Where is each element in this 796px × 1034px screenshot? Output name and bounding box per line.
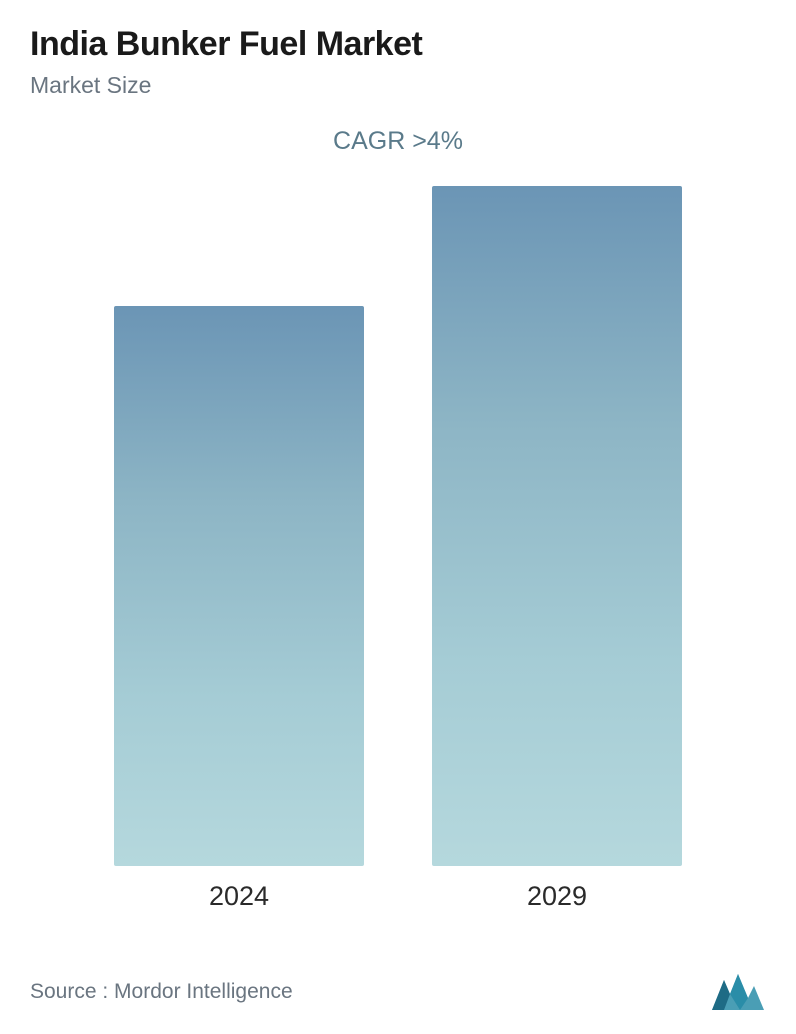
bar-2029 (432, 186, 682, 866)
source-text: Source : Mordor Intelligence (30, 980, 293, 1004)
x-label-2024: 2024 (114, 881, 364, 912)
bar-2024 (114, 306, 364, 866)
chart-subtitle: Market Size (30, 72, 766, 99)
mordor-logo-icon (710, 972, 766, 1012)
footer: Source : Mordor Intelligence (30, 972, 766, 1012)
cagr-label: CAGR >4% (30, 127, 766, 156)
chart-plot-area (30, 166, 766, 866)
x-axis-labels: 2024 2029 (30, 866, 766, 912)
chart-title: India Bunker Fuel Market (30, 25, 766, 64)
x-label-2029: 2029 (432, 881, 682, 912)
